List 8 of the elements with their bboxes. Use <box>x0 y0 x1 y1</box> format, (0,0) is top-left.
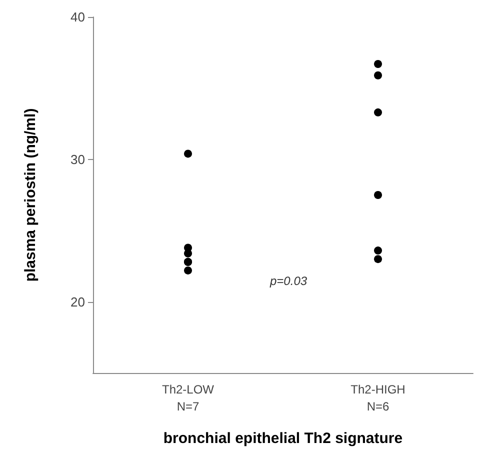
y-tick-label: 30 <box>70 152 85 167</box>
annotation: p=0.03 <box>269 274 308 288</box>
x-tick-label: Th2-HIGH N=6 <box>350 382 406 414</box>
x-tick-label: Th2-LOW N=7 <box>162 382 215 414</box>
y-tick-label: 20 <box>70 294 85 310</box>
y-axis-title: plasma periostin (ng/ml) <box>22 108 39 282</box>
x-axis-title: bronchial epithelial Th2 signature <box>163 430 403 447</box>
y-tick-label: 40 <box>70 10 85 24</box>
